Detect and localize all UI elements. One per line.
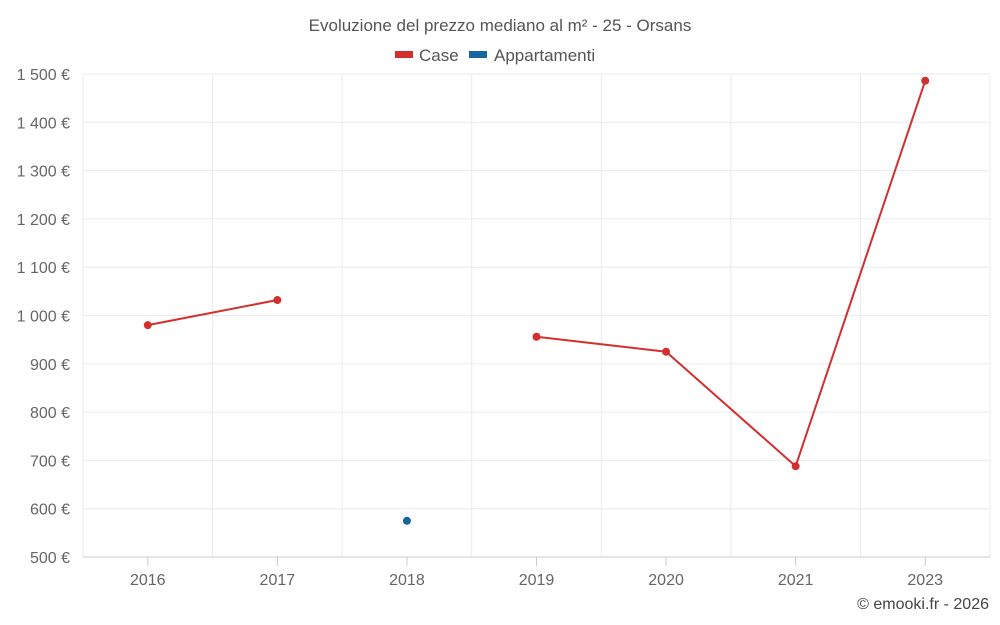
x-tick-label-2023: 2023 (907, 572, 943, 589)
legend: Case Appartamenti (395, 46, 595, 65)
legend-label-appartamenti[interactable]: Appartamenti (494, 46, 595, 65)
y-tick-label-1000: 1 000 € (17, 309, 70, 326)
y-axis-labels: 500 € 600 € 700 € 800 € 900 € 1 000 € 1 100 € 1… (17, 67, 70, 567)
grid (82, 73, 991, 558)
y-tick-label-600: 600 € (30, 502, 70, 519)
y-tick-label-1400: 1 400 € (17, 115, 70, 132)
x-tick-label-2019: 2019 (519, 572, 555, 589)
legend-swatch-case (395, 51, 413, 58)
y-tick-label-900: 900 € (30, 357, 70, 374)
y-tick-label-1300: 1 300 € (17, 164, 70, 181)
series-case-point-2019[interactable] (532, 332, 541, 341)
y-tick-label-500: 500 € (30, 550, 70, 567)
x-axis-labels: 2016 2017 2018 2019 2020 2021 2023 (130, 557, 943, 589)
series (143, 76, 930, 525)
x-tick-label-2020: 2020 (648, 572, 684, 589)
x-tick-label-2021: 2021 (778, 572, 814, 589)
x-tick-label-2017: 2017 (260, 572, 296, 589)
y-tick-label-700: 700 € (30, 453, 70, 470)
series-case-segment-0 (146, 299, 279, 327)
chart-title: Evoluzione del prezzo mediano al m² - 25… (309, 16, 692, 35)
credit-text: © emooki.fr - 2026 (857, 596, 989, 613)
series-case-segment-5 (794, 79, 927, 468)
legend-label-case[interactable]: Case (419, 46, 459, 65)
y-tick-label-800: 800 € (30, 405, 70, 422)
legend-swatch-appartamenti (469, 51, 487, 58)
x-tick-label-2016: 2016 (130, 572, 166, 589)
series-case-segment-4 (665, 350, 797, 468)
y-tick-label-1200: 1 200 € (17, 212, 70, 229)
series-appartamenti-point-2018[interactable] (402, 516, 411, 525)
y-tick-label-1500: 1 500 € (17, 67, 70, 84)
series-case-segment-3 (535, 335, 668, 353)
series-case-point-2020[interactable] (662, 347, 671, 356)
series-case-point-2023[interactable] (921, 76, 930, 85)
x-tick-label-2018: 2018 (389, 572, 425, 589)
series-case-point-2021[interactable] (791, 462, 800, 471)
series-case-point-2017[interactable] (273, 296, 282, 305)
series-case-point-2016[interactable] (143, 321, 152, 330)
y-tick-label-1100: 1 100 € (17, 260, 70, 277)
